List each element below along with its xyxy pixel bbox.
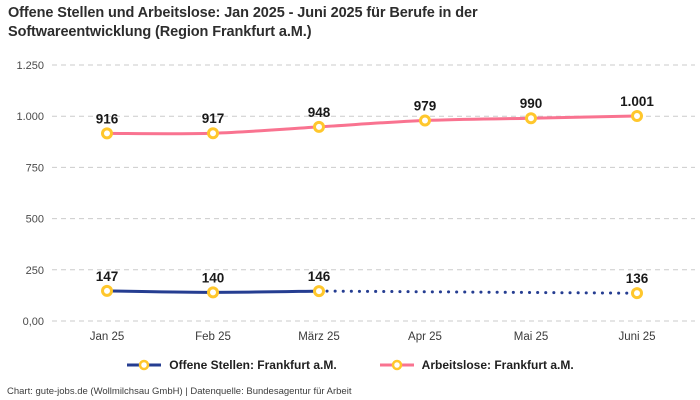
data-point-marker: [631, 287, 643, 300]
data-point-label: 990: [520, 96, 543, 111]
data-point-label: 917: [202, 111, 225, 126]
series-line-gap-dotted: [325, 289, 631, 295]
data-point-label: 979: [414, 99, 437, 114]
data-point-label: 916: [96, 111, 119, 126]
x-axis-tick-label: Mai 25: [514, 331, 549, 343]
data-point-marker: [313, 120, 325, 133]
data-point-marker: [631, 109, 643, 122]
x-axis-tick-label: Juni 25: [618, 331, 655, 343]
chart-legend: Offene Stellen: Frankfurt a.M. Arbeitslo…: [0, 358, 700, 372]
data-point-marker: [525, 112, 537, 125]
x-axis-tick-label: Jan 25: [90, 331, 125, 343]
series-line-1: [105, 114, 639, 136]
data-point-marker: [419, 114, 431, 127]
y-axis-tick-label: 1.250: [16, 60, 44, 72]
y-axis-tick-label: 1.000: [16, 111, 44, 123]
line-marker-icon: [127, 359, 162, 371]
data-point-label: 136: [626, 271, 649, 286]
y-axis-tick-label: 0,00: [23, 316, 44, 328]
data-point-marker: [101, 127, 113, 140]
data-point-marker: [207, 127, 219, 140]
y-axis-tick-label: 250: [26, 265, 44, 277]
chart-title: Offene Stellen und Arbeitslose: Jan 2025…: [8, 5, 478, 41]
legend-item-offene-stellen[interactable]: Offene Stellen: Frankfurt a.M.: [126, 358, 337, 372]
x-axis-tick-label: Feb 25: [195, 331, 231, 343]
data-point-marker: [207, 286, 219, 299]
line-marker-icon: [379, 359, 414, 371]
data-point-label: 1.001: [620, 94, 654, 109]
data-point-marker: [313, 285, 325, 298]
data-point-marker: [101, 284, 113, 297]
data-point-label: 146: [308, 269, 331, 284]
y-axis-tick-label: 500: [26, 214, 44, 226]
legend-label-offene-stellen: Offene Stellen: Frankfurt a.M.: [169, 358, 337, 372]
legend-label-arbeitslose: Arbeitslose: Frankfurt a.M.: [421, 358, 574, 372]
line-chart-svg: 0,00 250 500 750 1.000 1.250 Jan 25 Feb 25 März …: [16, 60, 695, 343]
legend-item-arbeitslose[interactable]: Arbeitslose: Frankfurt a.M.: [379, 358, 574, 372]
x-axis-tick-label: März 25: [298, 331, 340, 343]
chart-attribution: Chart: gute-jobs.de (Wollmilchsau GmbH) …: [7, 386, 352, 397]
data-point-label: 948: [308, 105, 331, 120]
y-axis-tick-label: 750: [26, 162, 44, 174]
data-point-label: 140: [202, 270, 225, 285]
data-point-label: 147: [96, 269, 119, 284]
x-axis-tick-label: Apr 25: [408, 331, 442, 343]
